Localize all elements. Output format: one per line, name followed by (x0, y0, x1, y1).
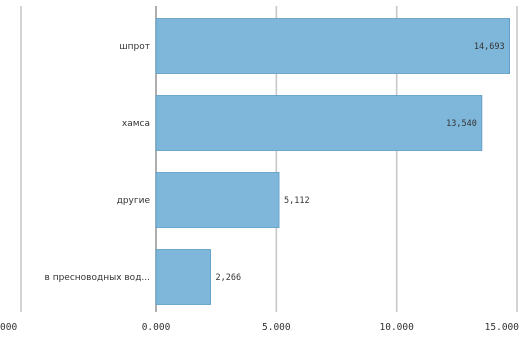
x-tick-label: 5.000 (262, 322, 291, 333)
bar-value-label: 14,693 (474, 42, 505, 52)
category-label: шпрот (119, 42, 150, 52)
bar-value-label: 13,540 (446, 119, 477, 129)
x-axis-tick-labels: 0.000 5.000 10.000 15.000 000 (0, 322, 519, 333)
category-label: другие (117, 196, 151, 206)
bar (155, 249, 211, 305)
value-labels: 14,693 13,540 5,112 2,266 (216, 42, 505, 283)
x-tick-label: 15.000 (485, 322, 519, 333)
x-tick-label: 10.000 (380, 322, 415, 333)
x-tick-label: 0.000 (142, 322, 171, 333)
category-label: хамса (122, 119, 150, 129)
category-label: в пресноводных вод... (45, 273, 150, 283)
bar-value-label: 2,266 (216, 273, 242, 283)
category-labels: шпрот хамса другие в пресноводных вод... (45, 42, 151, 283)
bar (155, 18, 511, 74)
bar (155, 172, 280, 228)
bar (155, 95, 483, 151)
partial-tick-label: 000 (0, 322, 17, 333)
bars (155, 18, 511, 305)
bar-value-label: 5,112 (284, 196, 310, 206)
